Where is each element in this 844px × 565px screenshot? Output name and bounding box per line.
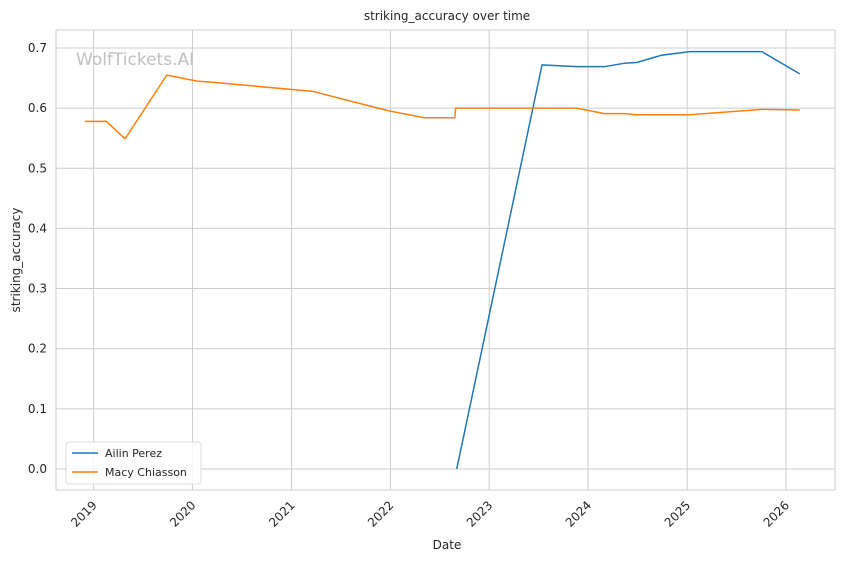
series-line-1 [84,74,800,140]
series-line-0 [456,50,801,470]
y-axis-title: striking_accuracy [9,208,23,313]
series-layer [84,50,801,470]
y-tick-label: 0.3 [28,282,47,296]
watermark: WolfTickets.AI [76,50,194,70]
y-tick-label: 0.6 [28,101,47,115]
y-tick-label: 0.1 [28,402,47,416]
y-tick-label: 0.0 [28,462,47,476]
plot-frame [55,29,836,491]
legend: Ailin Perez Macy Chiasson [65,441,202,485]
grid-layer [56,30,835,490]
y-tick-label: 0.5 [28,161,47,175]
chart-title: striking_accuracy over time [364,9,530,23]
legend-label: Macy Chiasson [105,466,187,479]
y-tick-label: 0.7 [28,41,47,55]
legend-box [65,441,202,485]
y-tick-label: 0.4 [28,221,47,235]
legend-label: Ailin Perez [105,447,162,460]
x-axis-title: Date [433,538,462,552]
y-tick-label: 0.2 [28,342,47,356]
